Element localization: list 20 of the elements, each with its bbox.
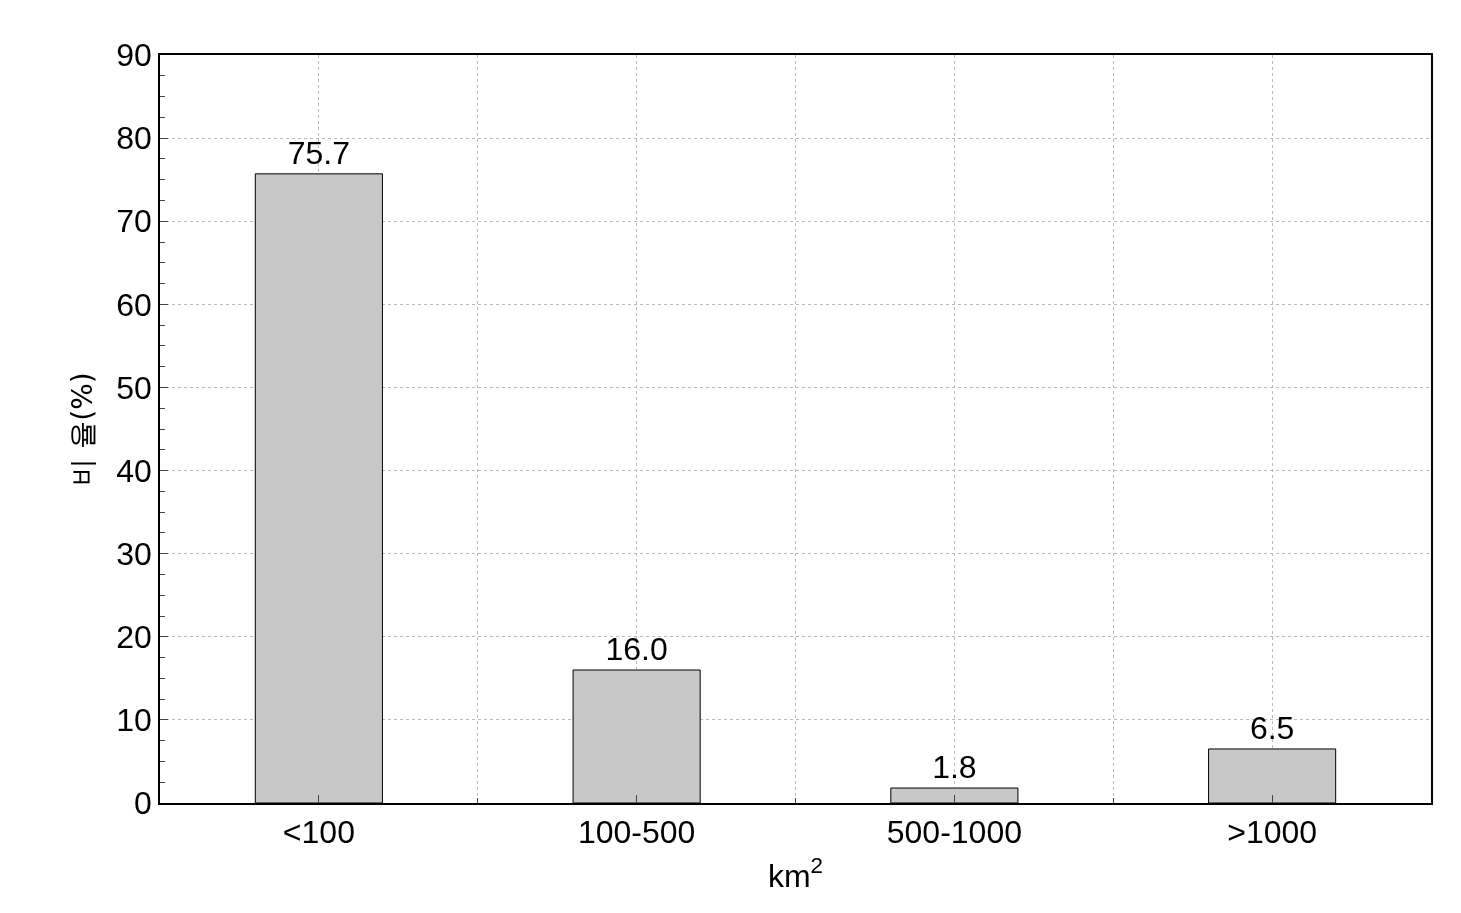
data-label: 16.0 — [605, 631, 668, 668]
y-tick-label: 40 — [116, 452, 152, 489]
y-tick-label: 0 — [134, 785, 152, 822]
y-tick-label: 50 — [116, 369, 152, 406]
x-tick-label: 500-1000 — [886, 814, 1022, 851]
x-tick-label: >1000 — [1227, 814, 1318, 851]
y-tick-label: 80 — [116, 120, 152, 157]
y-tick-label: 60 — [116, 286, 152, 323]
data-label: 1.8 — [932, 749, 977, 786]
data-label: 6.5 — [1249, 709, 1295, 746]
y-tick-label: 90 — [116, 37, 152, 74]
y-tick-label: 70 — [116, 203, 152, 240]
x-tick-label: 100-500 — [577, 814, 696, 851]
y-tick-label: 20 — [116, 618, 152, 655]
x-axis-title: km$^{2}$ — [767, 853, 824, 894]
y-tick-label: 10 — [116, 702, 152, 739]
y-axis-title: 비 율(%) — [66, 372, 100, 486]
x-tick-label: <100 — [282, 814, 355, 851]
data-label: 75.7 — [287, 134, 351, 171]
y-tick-label: 30 — [116, 535, 152, 572]
